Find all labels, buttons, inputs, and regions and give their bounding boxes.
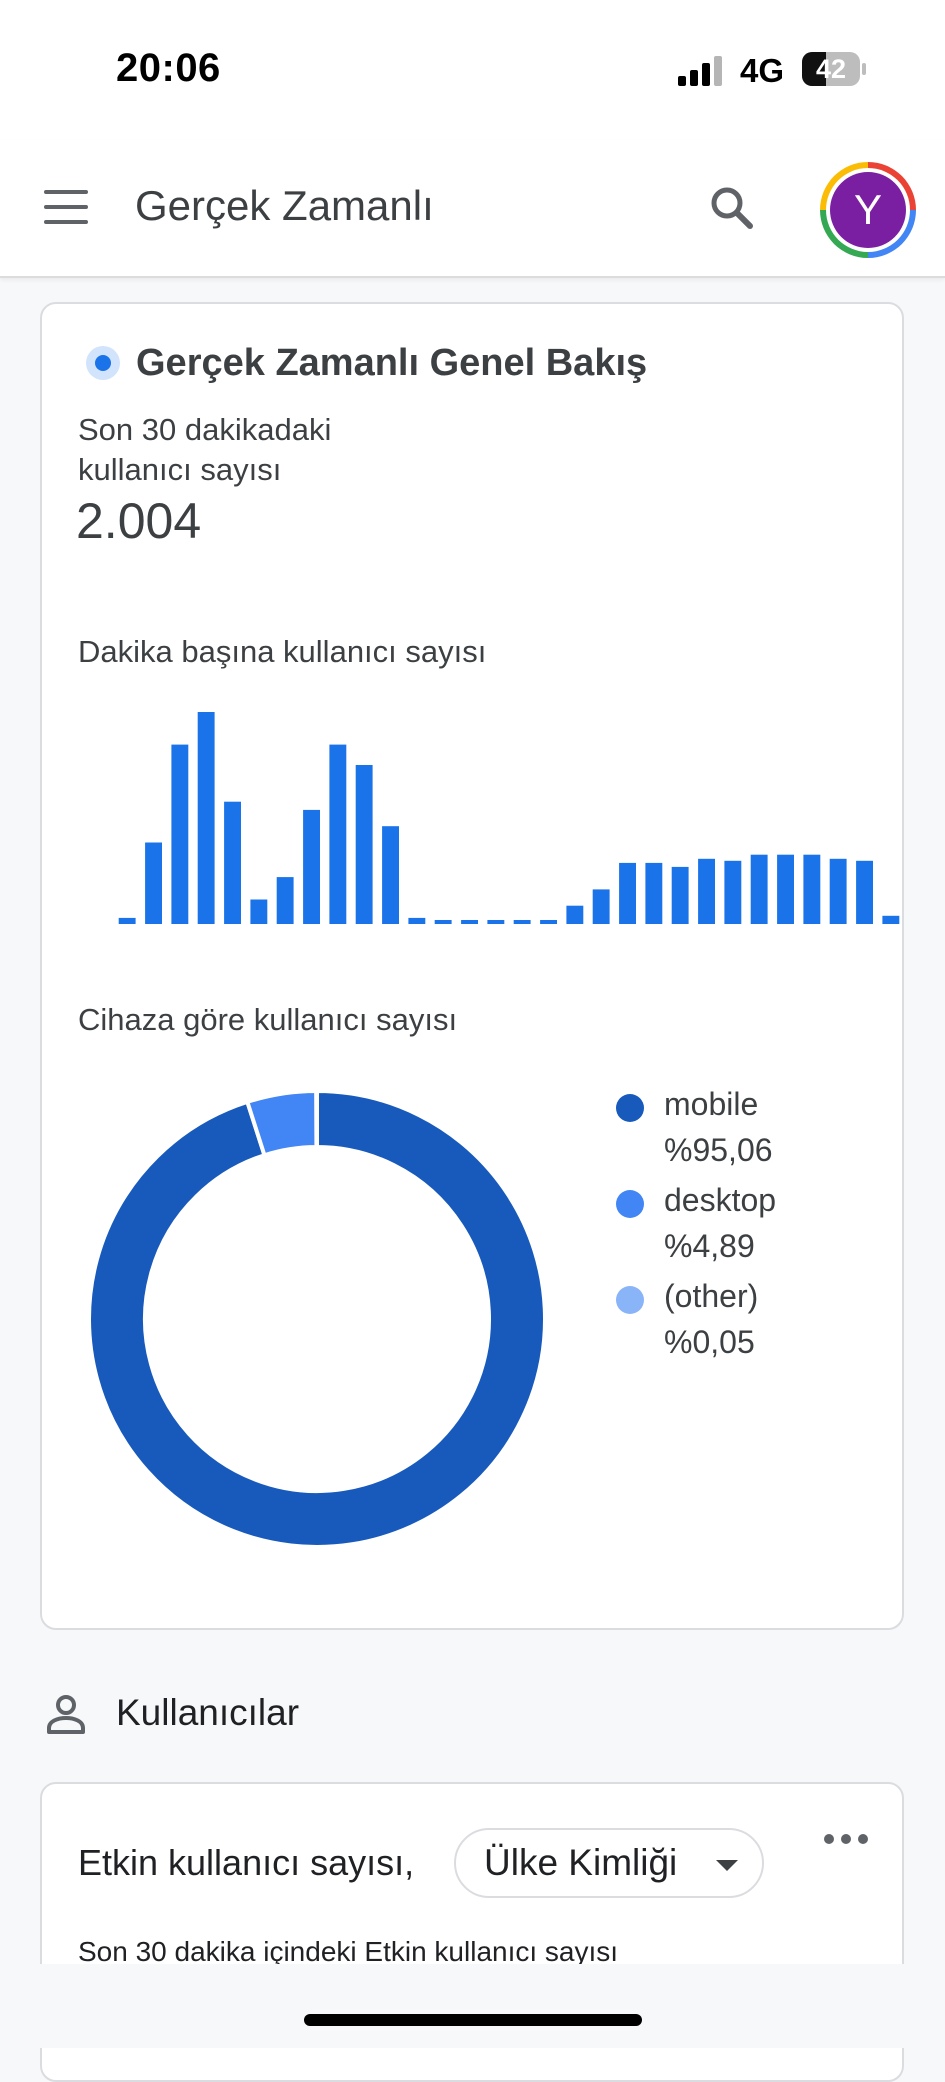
live-indicator-icon xyxy=(86,346,120,380)
legend-item: desktop %4,89 xyxy=(616,1182,876,1278)
metric-value: 2.004 xyxy=(76,493,202,549)
realtime-overview-card: Gerçek Zamanlı Genel Bakış Son 30 dakika… xyxy=(40,302,904,1630)
bar xyxy=(408,917,426,924)
per-minute-chart-label: Dakika başına kullanıcı sayısı xyxy=(78,634,487,669)
avatar-letter: Y xyxy=(830,172,906,248)
legend-label: desktop xyxy=(664,1182,777,1218)
search-icon[interactable] xyxy=(704,180,760,236)
bar xyxy=(619,862,636,924)
bar xyxy=(882,915,900,924)
bar xyxy=(382,826,399,924)
legend-label: (other) xyxy=(664,1278,759,1314)
bar xyxy=(724,860,742,924)
bar xyxy=(250,899,268,924)
home-indicator[interactable] xyxy=(304,2014,642,2026)
bottom-area xyxy=(0,1964,945,2048)
battery-percent: 42 xyxy=(815,54,847,84)
device-donut-chart xyxy=(87,1088,547,1549)
bar xyxy=(540,920,557,924)
signal-icon xyxy=(678,56,722,86)
card-title: Gerçek Zamanlı Genel Bakış xyxy=(136,342,648,384)
app-bar: Gerçek Zamanlı Y xyxy=(0,140,945,278)
legend-item: mobile %95,06 xyxy=(616,1086,876,1182)
active-users-title: Etkin kullanıcı sayısı, xyxy=(78,1842,415,1883)
menu-icon[interactable] xyxy=(44,190,90,226)
section-title: Kullanıcılar xyxy=(116,1692,300,1733)
legend-dot xyxy=(616,1094,644,1122)
legend-label: mobile xyxy=(664,1086,759,1122)
bar xyxy=(592,889,610,924)
device-legend: mobile %95,06 desktop %4,89 (other) %0,05 xyxy=(616,1086,876,1374)
chevron-down-icon xyxy=(716,1860,738,1871)
bar xyxy=(145,842,162,924)
bar xyxy=(671,866,689,924)
bar xyxy=(487,920,505,924)
bar xyxy=(329,744,347,924)
status-time: 20:06 xyxy=(116,46,221,90)
legend-item: (other) %0,05 xyxy=(616,1278,876,1374)
bar xyxy=(224,801,241,924)
page-title: Gerçek Zamanlı xyxy=(135,182,434,229)
per-minute-bar-chart xyxy=(118,712,900,924)
legend-value: %95,06 xyxy=(664,1132,773,1168)
metric-label: Son 30 dakikadaki kullanıcı sayısı xyxy=(78,412,332,487)
bar xyxy=(645,862,663,924)
bar xyxy=(118,917,136,924)
active-users-subtitle: Son 30 dakika içindeki Etkin kullanıcı s… xyxy=(78,1936,619,1967)
battery-fill xyxy=(802,52,827,86)
bar xyxy=(803,854,821,924)
legend-value: %0,05 xyxy=(664,1324,755,1360)
bar xyxy=(777,854,794,924)
bar xyxy=(750,854,768,924)
more-icon[interactable] xyxy=(824,1834,870,1846)
dimension-dropdown[interactable]: Ülke Kimliği xyxy=(454,1828,764,1898)
bar xyxy=(856,860,873,924)
donut-slice-mobile xyxy=(87,1088,547,1549)
avatar[interactable]: Y xyxy=(820,162,916,258)
legend-value: %4,89 xyxy=(664,1228,755,1264)
dropdown-value: Ülke Kimliği xyxy=(484,1842,678,1883)
bar xyxy=(171,744,189,924)
legend-dot xyxy=(616,1286,644,1314)
person-icon xyxy=(47,1695,85,1734)
bar xyxy=(276,877,294,924)
battery-icon: 42 xyxy=(802,52,866,86)
network-type: 4G xyxy=(740,52,785,89)
bar xyxy=(698,858,715,924)
bar xyxy=(197,712,215,924)
users-section-header: Kullanıcılar xyxy=(0,1680,945,1750)
legend-dot xyxy=(616,1190,644,1218)
bar xyxy=(434,920,452,924)
bar xyxy=(303,809,320,924)
bar xyxy=(461,920,478,924)
bar xyxy=(513,920,531,924)
donut-slice-other xyxy=(314,1088,319,1150)
status-bar: 20:06 4G 42 xyxy=(0,0,945,140)
bar xyxy=(829,858,847,924)
bar xyxy=(566,905,584,924)
device-chart-label: Cihaza göre kullanıcı sayısı xyxy=(78,1002,458,1037)
bar xyxy=(355,765,373,924)
